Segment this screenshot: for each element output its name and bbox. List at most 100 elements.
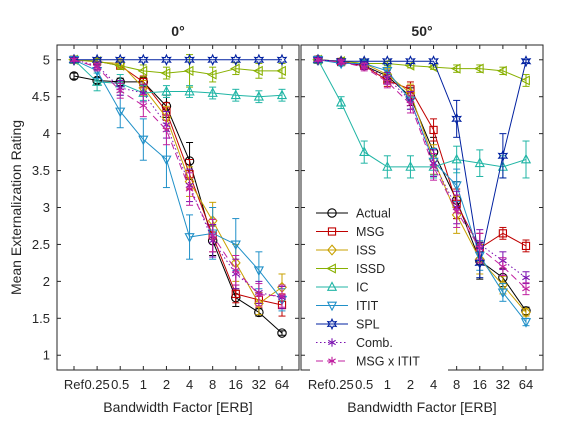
data-point: [451, 181, 462, 192]
data-point: [497, 288, 509, 299]
data-point: [115, 107, 126, 118]
legend: Actual MSG ISS ISSD IC ITIT SPL Comb. MSG x ITIT: [310, 202, 448, 377]
legend-label: SPL: [356, 318, 380, 332]
data-point: [474, 256, 486, 270]
legend-entry: Actual: [316, 207, 391, 221]
data-point: [229, 63, 240, 74]
legend-entry: IC: [316, 281, 369, 295]
x-tick-label: 2: [163, 377, 170, 392]
data-point: [137, 53, 149, 66]
data-point: [253, 90, 265, 101]
plot-area: [68, 53, 288, 338]
y-tick-label: 3: [43, 200, 50, 215]
error-bar: [406, 155, 414, 179]
data-point: [160, 67, 171, 79]
panel-title: 50°: [411, 23, 432, 39]
legend-label: ISSD: [356, 262, 385, 276]
series-line: [73, 59, 282, 76]
data-point: [69, 71, 79, 81]
data-point: [114, 53, 126, 66]
error-bar: [360, 140, 368, 164]
y-axis-label: Mean Externalization Rating: [8, 120, 24, 295]
legend-label: ITIT: [356, 299, 379, 313]
y-tick-label: 4.5: [32, 89, 50, 104]
data-point: [497, 65, 507, 76]
data-point: [498, 262, 507, 271]
data-point: [474, 157, 485, 168]
data-point: [207, 53, 219, 66]
x-tick-label: 16: [473, 377, 487, 392]
x-axis-label: Bandwidth Factor [ERB]: [347, 399, 496, 415]
error-bar: [278, 330, 286, 336]
data-point: [520, 153, 532, 164]
y-tick-label: 1.5: [32, 311, 50, 326]
axes-box: [56, 44, 300, 371]
data-point: [475, 243, 484, 253]
data-point: [382, 161, 393, 171]
error-bar: [70, 72, 78, 80]
data-point: [184, 53, 195, 66]
data-point: [405, 55, 416, 68]
data-point: [428, 55, 439, 68]
error-bar: [139, 118, 147, 161]
x-tick-label: 1: [140, 377, 147, 392]
data-point: [450, 63, 461, 74]
data-point: [91, 76, 103, 86]
data-point: [161, 85, 172, 96]
data-point: [497, 149, 509, 162]
data-point: [253, 297, 264, 310]
error-bar: [499, 283, 507, 302]
legend-marker: [328, 356, 336, 366]
data-point: [383, 77, 392, 87]
data-point: [93, 62, 102, 72]
data-point: [276, 89, 288, 100]
y-tick-label: 2: [43, 274, 50, 289]
error-bar: [162, 66, 170, 80]
series-line: [317, 59, 527, 81]
legend-label: ISS: [356, 244, 376, 258]
data-point: [359, 146, 370, 157]
series-line: [73, 75, 283, 334]
error-bar: [186, 214, 194, 260]
data-point: [253, 266, 265, 277]
data-point: [278, 291, 286, 301]
x-tick-label: 0.5: [355, 377, 373, 392]
data-point: [405, 161, 416, 171]
legend-marker: [327, 208, 337, 218]
legend-marker: [326, 281, 338, 291]
data-point: [254, 290, 263, 299]
data-point: [253, 65, 263, 76]
series-line: [317, 59, 527, 290]
x-tick-label: 2: [407, 377, 414, 392]
x-tick-label: 1: [384, 377, 391, 392]
legend-label: MSG: [356, 225, 384, 239]
error-bar: [383, 155, 391, 179]
legend-label: MSG x ITIT: [356, 355, 420, 369]
error-bar: [522, 308, 530, 317]
data-point: [206, 69, 217, 80]
series-line: [73, 59, 283, 98]
series-msg-x-itit: [70, 55, 286, 308]
data-point: [184, 85, 195, 96]
error-bar: [522, 74, 530, 87]
data-point: [231, 289, 240, 299]
panel-title: 0°: [171, 23, 184, 39]
legend-marker: [328, 338, 336, 347]
x-tick-label: 0.25: [84, 377, 109, 392]
data-point: [335, 96, 347, 107]
data-point: [139, 101, 148, 110]
x-tick-label: 4: [430, 377, 437, 392]
legend-marker: [326, 301, 338, 312]
series-msg-x-itit: [314, 55, 530, 296]
data-point: [451, 153, 462, 164]
series-line: [73, 59, 283, 297]
data-point: [116, 86, 125, 95]
x-axis-label: Bandwidth Factor [ERB]: [103, 399, 252, 415]
error-bar: [522, 59, 530, 64]
series-line: [73, 59, 283, 301]
y-tick-label: 4: [43, 126, 50, 141]
y-tick-label: 3.5: [32, 163, 50, 178]
error-bar: [453, 99, 461, 138]
legend-label: Comb.: [356, 336, 393, 350]
